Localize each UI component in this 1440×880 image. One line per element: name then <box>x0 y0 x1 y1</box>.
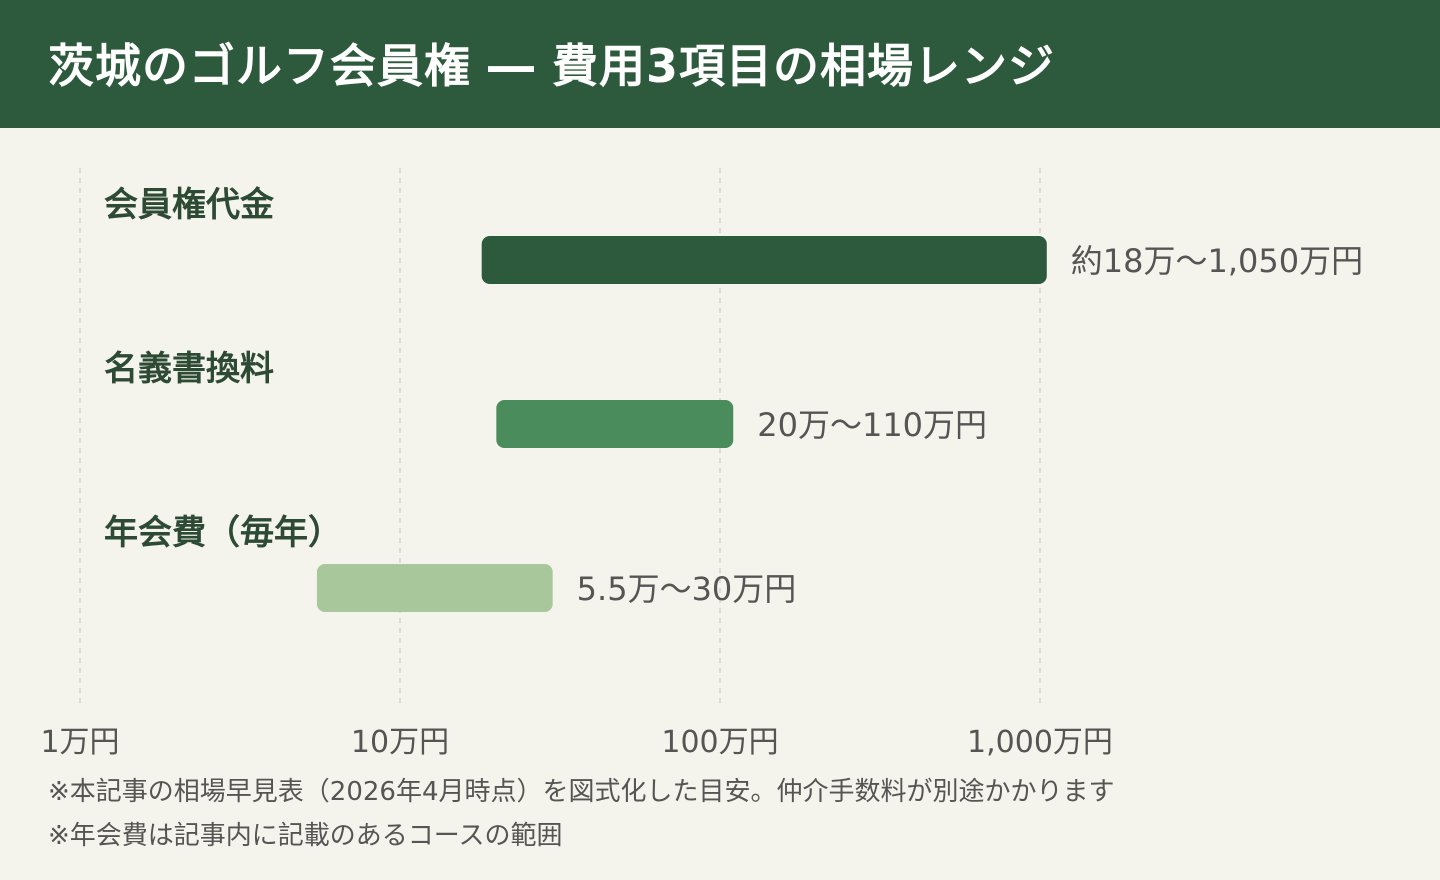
header-banner: 茨城のゴルフ会員権 ― 費用3項目の相場レンジ <box>0 0 1440 128</box>
footnote-1: ※本記事の相場早見表（2026年4月時点）を図式化した目安。仲介手数料が別途かか… <box>48 777 1115 807</box>
x-tick-label-0: 1万円 <box>40 725 119 760</box>
x-tick-label-1: 10万円 <box>351 725 449 760</box>
range-value-label-2: 5.5万〜30万円 <box>577 570 797 608</box>
category-label-1: 名義書換料 <box>104 349 274 389</box>
range-bar-0 <box>481 236 1047 284</box>
chart-title: 茨城のゴルフ会員権 ― 費用3項目の相場レンジ <box>48 39 1056 93</box>
category-label-0: 会員権代金 <box>104 185 275 225</box>
range-bar-2 <box>316 564 553 612</box>
range-bar-1 <box>496 400 734 448</box>
x-tick-label-2: 100万円 <box>661 725 778 760</box>
category-label-2: 年会費（毎年） <box>104 513 342 553</box>
footnotes: ※本記事の相場早見表（2026年4月時点）を図式化した目安。仲介手数料が別途かか… <box>48 770 1115 858</box>
footnote-2: ※年会費は記事内に記載のあるコースの範囲 <box>48 821 563 851</box>
range-chart: 1万円 10万円 100万円 1,000万円 会員権代金約18万〜1,050万円名義書換… <box>40 168 1363 760</box>
range-value-label-1: 20万〜110万円 <box>757 406 987 444</box>
range-value-label-0: 約18万〜1,050万円 <box>1071 242 1363 280</box>
x-tick-label-3: 1,000万円 <box>967 725 1113 760</box>
